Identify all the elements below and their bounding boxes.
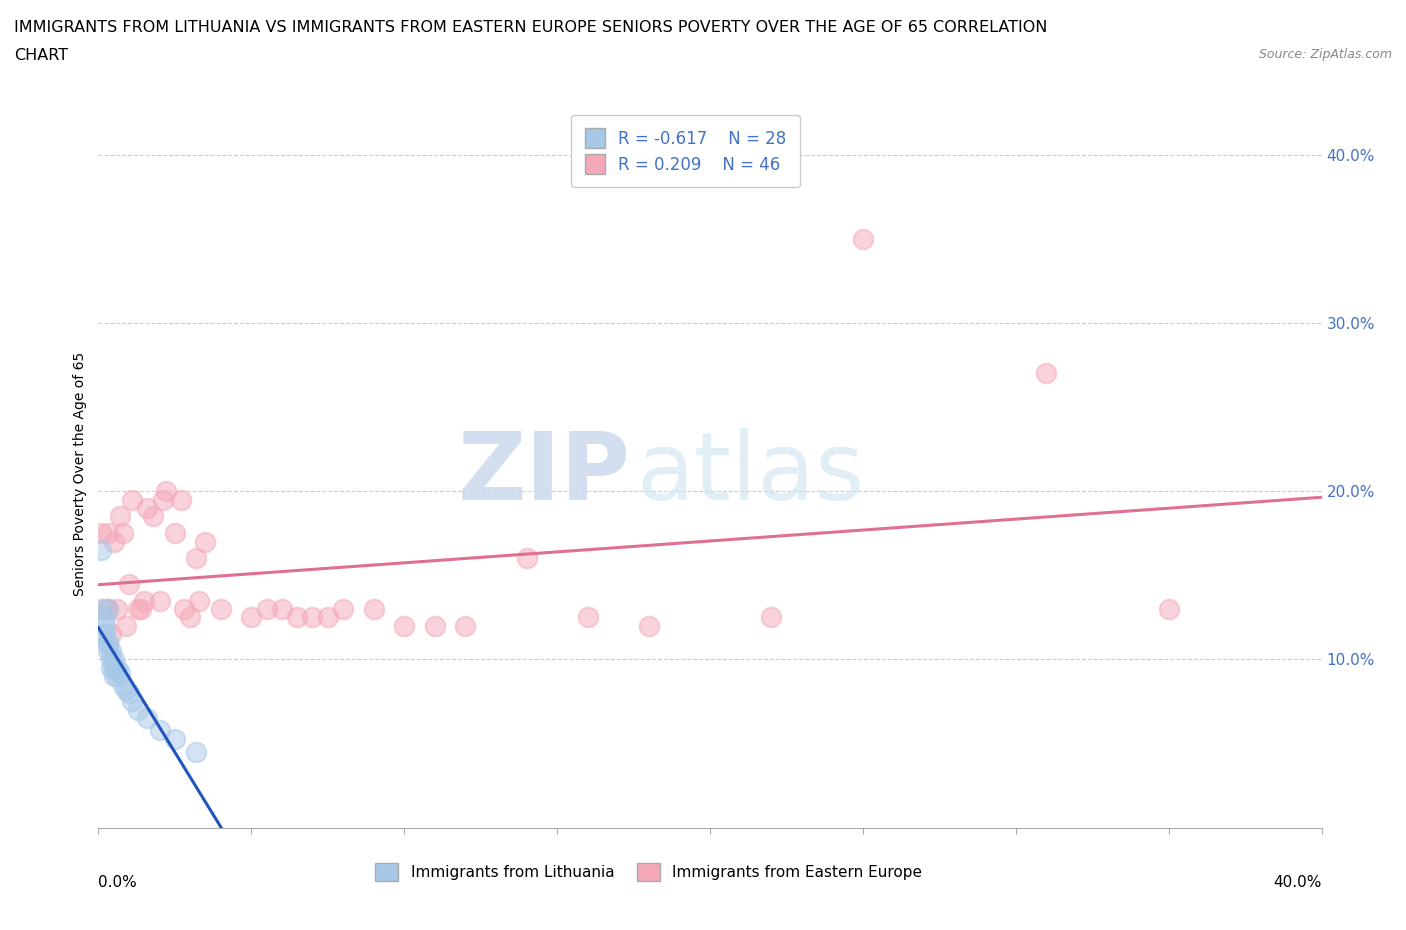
Point <box>188 593 211 608</box>
Point <box>142 509 165 524</box>
Point <box>423 618 446 633</box>
Point <box>111 677 134 692</box>
Point <box>332 602 354 617</box>
Point <box>100 644 122 658</box>
Point <box>103 652 125 667</box>
Point <box>97 602 120 617</box>
Legend: Immigrants from Lithuania, Immigrants from Eastern Europe: Immigrants from Lithuania, Immigrants fr… <box>370 857 928 887</box>
Point <box>90 525 112 540</box>
Point <box>118 577 141 591</box>
Point <box>121 492 143 507</box>
Point <box>454 618 477 633</box>
Point <box>1035 365 1057 380</box>
Point <box>105 660 128 675</box>
Point <box>97 644 120 658</box>
Point <box>105 669 128 684</box>
Point <box>256 602 278 617</box>
Point <box>194 534 217 549</box>
Text: 40.0%: 40.0% <box>1274 875 1322 890</box>
Point <box>100 652 122 667</box>
Point <box>90 602 112 617</box>
Point <box>209 602 232 617</box>
Point <box>516 551 538 565</box>
Point <box>115 683 138 698</box>
Point <box>170 492 193 507</box>
Text: CHART: CHART <box>14 48 67 63</box>
Point <box>163 525 186 540</box>
Point <box>105 602 128 617</box>
Point <box>301 610 323 625</box>
Point <box>129 602 152 617</box>
Point <box>97 635 120 650</box>
Point <box>100 660 122 675</box>
Point <box>173 602 195 617</box>
Text: Source: ZipAtlas.com: Source: ZipAtlas.com <box>1258 48 1392 61</box>
Point <box>149 723 172 737</box>
Point <box>179 610 201 625</box>
Point <box>100 627 122 642</box>
Point <box>108 509 131 524</box>
Point <box>163 731 186 746</box>
Point <box>115 618 138 633</box>
Point <box>134 593 156 608</box>
Point <box>97 525 120 540</box>
Point <box>93 602 115 617</box>
Point <box>93 618 115 633</box>
Y-axis label: Seniors Poverty Over the Age of 65: Seniors Poverty Over the Age of 65 <box>73 352 87 596</box>
Point <box>118 685 141 700</box>
Point <box>392 618 416 633</box>
Point <box>316 610 339 625</box>
Point <box>149 593 172 608</box>
Point <box>240 610 263 625</box>
Point <box>285 610 308 625</box>
Point <box>136 711 159 725</box>
Point <box>97 602 120 617</box>
Point <box>186 551 208 565</box>
Point <box>97 635 120 650</box>
Point <box>103 669 125 684</box>
Point <box>103 660 125 675</box>
Point <box>127 602 149 617</box>
Point <box>1157 602 1180 617</box>
Text: atlas: atlas <box>637 429 865 520</box>
Point <box>121 694 143 709</box>
Point <box>270 602 292 617</box>
Point <box>90 542 112 557</box>
Point <box>152 492 174 507</box>
Point <box>93 627 115 642</box>
Text: ZIP: ZIP <box>457 429 630 520</box>
Point <box>127 702 149 717</box>
Point <box>136 500 159 515</box>
Text: IMMIGRANTS FROM LITHUANIA VS IMMIGRANTS FROM EASTERN EUROPE SENIORS POVERTY OVER: IMMIGRANTS FROM LITHUANIA VS IMMIGRANTS … <box>14 20 1047 35</box>
Point <box>186 745 208 760</box>
Point <box>759 610 782 625</box>
Point <box>637 618 661 633</box>
Point <box>111 525 134 540</box>
Point <box>576 610 599 625</box>
Point <box>93 627 115 642</box>
Point <box>155 484 177 498</box>
Point <box>363 602 385 617</box>
Point <box>852 232 875 246</box>
Point <box>103 534 125 549</box>
Point <box>108 666 131 681</box>
Point <box>93 610 115 625</box>
Text: 0.0%: 0.0% <box>98 875 138 890</box>
